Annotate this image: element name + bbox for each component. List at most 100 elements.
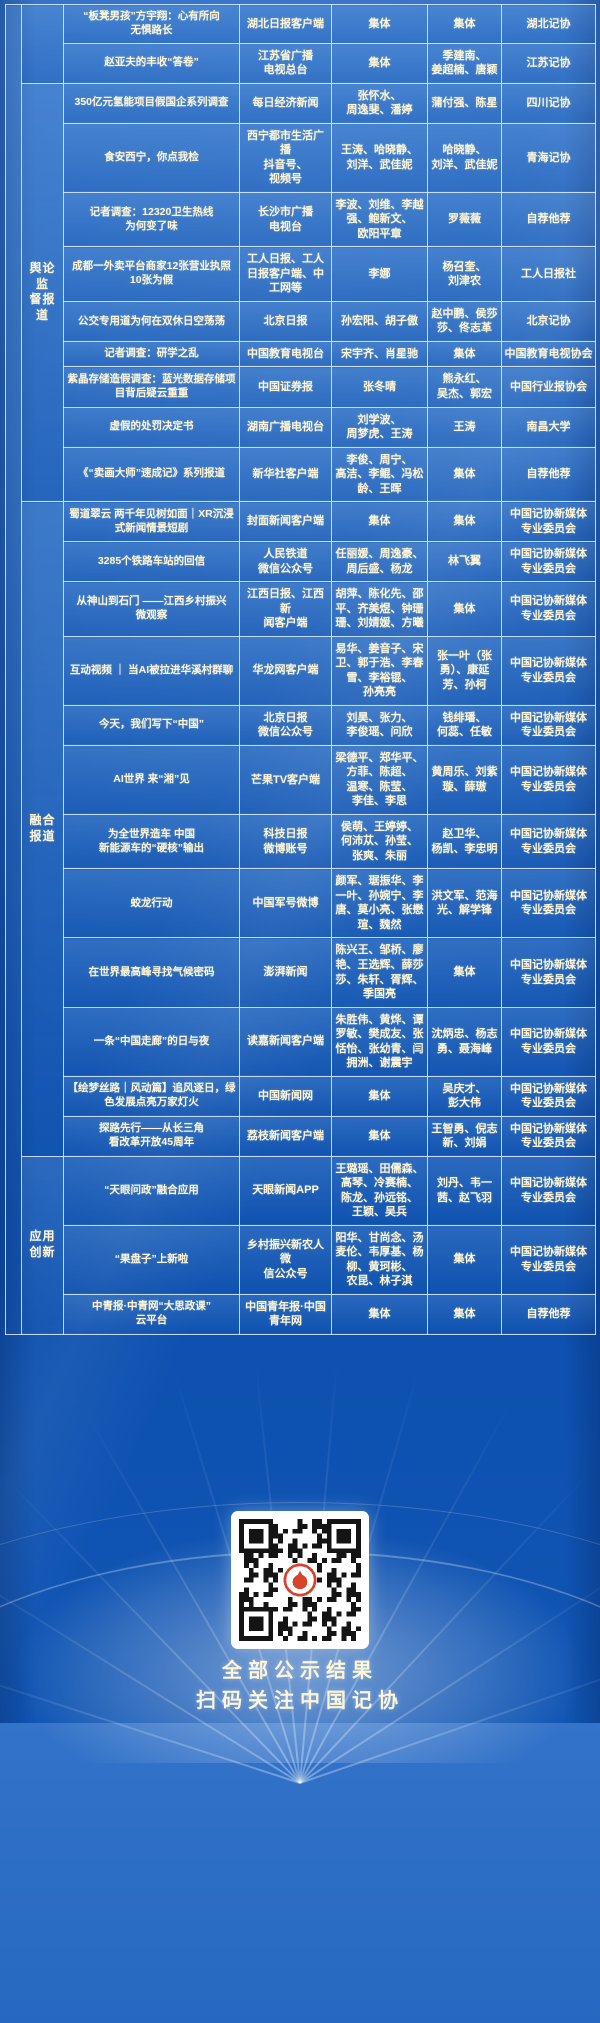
title-cell: 记者调查：研学之乱 bbox=[63, 340, 240, 368]
authors-cell: 任丽媛、周逸豪、 周后盛、杨龙 bbox=[331, 541, 428, 583]
org-cell: 工人日报、工人 日报客户端、中 工网等 bbox=[239, 246, 332, 302]
editors-cell: 王智勇、倪志 新、刘娟 bbox=[427, 1115, 502, 1157]
org-cell: 长沙市广播 电视台 bbox=[239, 191, 332, 248]
authors-cell: 侯萌、王婷婷、 何沛苁、孙莹、 张爽、朱丽 bbox=[331, 813, 428, 870]
table-row: 今天，我们写下“中国” 北京日报 微信公众号 刘昊、张力、 李俊瑶、问欣 钱绯璠、 何… bbox=[6, 704, 596, 746]
authors-cell: 集体 bbox=[331, 4, 428, 44]
title-cell: 赵亚夫的丰收“答卷” bbox=[63, 42, 240, 84]
title-cell: 3285个铁路车站的回信 bbox=[63, 541, 240, 583]
editors-cell: 黄周乐、刘紫 璇、薛璈 bbox=[427, 744, 502, 815]
qr-code bbox=[231, 1511, 369, 1649]
org-cell: 乡村振兴新农人微 信公众号 bbox=[239, 1224, 332, 1295]
org-cell: 中国证券报 bbox=[239, 366, 332, 408]
authors-cell: 王璐瑶、田儒森、 高琴、冷赛楠、 陈龙、孙远铭、 王颖、吴兵 bbox=[331, 1155, 428, 1226]
org-cell: 北京日报 bbox=[239, 300, 332, 342]
org-cell: 科技日报 微博账号 bbox=[239, 813, 332, 870]
org-cell: 江苏省广播 电视总台 bbox=[239, 42, 332, 84]
org-cell: 中国青年报·中国 青年网 bbox=[239, 1293, 332, 1335]
recommender-cell: 中国记协新媒体 专业委员会 bbox=[501, 1155, 596, 1226]
table-row: 蛟龙行动 中国军号微博 颜军、琚振华、李 一叶、孙婉宁、李 唐、莫小亮、张懋 瑄、魏… bbox=[6, 868, 596, 939]
org-cell: 西宁都市生活广播 抖音号、 视频号 bbox=[239, 122, 332, 193]
recommender-cell: 中国记协新媒体 专业委员会 bbox=[501, 1224, 596, 1295]
recommender-cell: 中国记协新媒体 专业委员会 bbox=[501, 501, 596, 543]
authors-cell: 李娜 bbox=[331, 246, 428, 302]
recommender-cell: 中国记协新媒体 专业委员会 bbox=[501, 704, 596, 746]
table-row: 从神山到石门 ——江西乡村振兴 微观察 江西日报、江西新 闻客户端 胡萍、陈化先、邵… bbox=[6, 581, 596, 637]
table-row: 成都一外卖平台商家12张营业执照 10张为假 工人日报、工人 日报客户端、中 工网… bbox=[6, 246, 596, 302]
org-cell: 芒果TV客户端 bbox=[239, 744, 332, 815]
editors-cell: 林飞翼 bbox=[427, 541, 502, 583]
title-cell: 互动视频 ｜ 当AI被拉进华溪村群聊 bbox=[63, 635, 240, 706]
editors-cell: 钱绯璠、 何蕊、任敏 bbox=[427, 704, 502, 746]
table-row: 记者调查：研学之乱 中国教育电视台 宋宇齐、肖星驰 集体 中国教育电视协会 bbox=[6, 340, 596, 368]
editors-cell: 罗薇薇 bbox=[427, 191, 502, 248]
org-cell: 江西日报、江西新 闻客户端 bbox=[239, 581, 332, 637]
editors-cell: 赵中鹏、侯莎 莎、佟志革 bbox=[427, 300, 502, 342]
editors-cell: 集体 bbox=[427, 446, 502, 503]
table-row: AI世界 来“湘”见 芒果TV客户端 梁德平、郑华平、 方菲、陈超、 温寒、陈莹、 … bbox=[6, 744, 596, 815]
recommender-cell: 中国记协新媒体 专业委员会 bbox=[501, 1115, 596, 1157]
recommender-cell: 中国教育电视协会 bbox=[501, 340, 596, 368]
editors-cell: 吴庆才、 彭大伟 bbox=[427, 1075, 502, 1117]
recommender-cell: 中国记协新媒体 专业委员会 bbox=[501, 868, 596, 939]
org-cell: 湖北日报客户端 bbox=[239, 4, 332, 44]
authors-cell: 刘学波、 周梦虎、王涛 bbox=[331, 406, 428, 448]
category-cell bbox=[21, 4, 64, 84]
title-cell: 为全世界造车 中国 新能源车的“硬核”输出 bbox=[63, 813, 240, 870]
org-cell: 澎湃新闻 bbox=[239, 937, 332, 1008]
authors-cell: 集体 bbox=[331, 501, 428, 543]
authors-cell: 集体 bbox=[331, 1115, 428, 1157]
title-cell: 虚假的处罚决定书 bbox=[63, 406, 240, 448]
editors-cell: 集体 bbox=[427, 1224, 502, 1295]
recommender-cell: 中国记协新媒体 专业委员会 bbox=[501, 937, 596, 1008]
authors-cell: 集体 bbox=[331, 42, 428, 84]
recommender-cell: 自荐他荐 bbox=[501, 191, 596, 248]
table-row: 赵亚夫的丰收“答卷” 江苏省广播 电视总台 集体 季建南、 姜超楠、唐颖 江苏记协 bbox=[6, 42, 596, 84]
award-table-body: “板凳男孩”方宇翔：心有所向 无惧路长 湖北日报客户端 集体 集体 湖北记协 赵亚夫的丰收… bbox=[5, 4, 596, 1335]
title-cell: 公交专用道为何在双休日空荡荡 bbox=[63, 300, 240, 342]
table-row: 【绘梦丝路｜风动篇】追风逐日，绿 色发展点亮万家灯火 中国新闻网 集体 吴庆才、 彭大… bbox=[6, 1075, 596, 1117]
left-spacer-column bbox=[5, 4, 22, 1335]
title-cell: 蜀道翠云 两千年见树如面｜XR沉浸 式新闻情景短剧 bbox=[63, 501, 240, 543]
table-row: 应用 创新 “天眼问政”融合应用 天眼新闻APP 王璐瑶、田儒森、 高琴、冷赛楠、 陈… bbox=[6, 1155, 596, 1335]
authors-cell: 王涛、哈晓静、 刘洋、武佳妮 bbox=[331, 122, 428, 193]
title-cell: 成都一外卖平台商家12张营业执照 10张为假 bbox=[63, 246, 240, 302]
editors-cell: 熊永红、 吴杰、郭宏 bbox=[427, 366, 502, 408]
table-row: 记者调查：12320卫生热线 为何变了味 长沙市广播 电视台 李波、刘维、李越 强、… bbox=[6, 191, 596, 248]
table-row: 中青报·中青网“大思政课” 云平台 中国青年报·中国 青年网 集体 集体 自荐他荐 bbox=[6, 1293, 596, 1335]
editors-cell: 集体 bbox=[427, 340, 502, 368]
title-cell: “板凳男孩”方宇翔：心有所向 无惧路长 bbox=[63, 4, 240, 44]
recommender-cell: 中国记协新媒体 专业委员会 bbox=[501, 744, 596, 815]
recommender-cell: 四川记协 bbox=[501, 82, 596, 124]
editors-cell: 集体 bbox=[427, 501, 502, 543]
title-cell: 一条“中国走廊”的日与夜 bbox=[63, 1006, 240, 1077]
recommender-cell: 中国记协新媒体 专业委员会 bbox=[501, 635, 596, 706]
table-row: 互动视频 ｜ 当AI被拉进华溪村群聊 华龙网客户端 易华、姜音子、宋 卫、郭于浩、李… bbox=[6, 635, 596, 706]
award-table: “板凳男孩”方宇翔：心有所向 无惧路长 湖北日报客户端 集体 集体 湖北记协 赵亚夫的丰收… bbox=[5, 4, 596, 1335]
authors-cell: 刘昊、张力、 李俊瑶、问欣 bbox=[331, 704, 428, 746]
table-row: 为全世界造车 中国 新能源车的“硬核”输出 科技日报 微博账号 侯萌、王婷婷、 何沛… bbox=[6, 813, 596, 870]
editors-cell: 哈晓静、 刘洋、武佳妮 bbox=[427, 122, 502, 193]
editors-cell: 集体 bbox=[427, 581, 502, 637]
editors-cell: 洪文军、范海 光、解学锋 bbox=[427, 868, 502, 939]
recommender-cell: 中国记协新媒体 专业委员会 bbox=[501, 581, 596, 637]
authors-cell: 孙宏阳、胡子傲 bbox=[331, 300, 428, 342]
org-cell: 读嘉新闻客户端 bbox=[239, 1006, 332, 1077]
table-row: “板凳男孩”方宇翔：心有所向 无惧路长 湖北日报客户端 集体 集体 湖北记协 bbox=[5, 4, 596, 1335]
table-row: 一条“中国走廊”的日与夜 读嘉新闻客户端 朱胜伟、黄烨、谭 罗敏、樊成友、张 恬怡、… bbox=[6, 1006, 596, 1077]
title-cell: 中青报·中青网“大思政课” 云平台 bbox=[63, 1293, 240, 1335]
table-row: 3285个铁路车站的回信 人民铁道 微信公众号 任丽媛、周逸豪、 周后盛、杨龙 林飞翼… bbox=[6, 541, 596, 583]
authors-cell: 集体 bbox=[331, 1075, 428, 1117]
recommender-cell: 中国记协新媒体 专业委员会 bbox=[501, 813, 596, 870]
recommender-cell: 自荐他荐 bbox=[501, 1293, 596, 1335]
authors-cell: 张怀水、 周逸斐、潘婷 bbox=[331, 82, 428, 124]
title-cell: 《“卖画大师”速成记》系列报道 bbox=[63, 446, 240, 503]
authors-cell: 宋宇齐、肖星驰 bbox=[331, 340, 428, 368]
category-cell: 融合 报道 bbox=[21, 501, 64, 1157]
table-row: 食安西宁，你点我检 西宁都市生活广播 抖音号、 视频号 王涛、哈晓静、 刘洋、武佳妮… bbox=[6, 122, 596, 193]
authors-cell: 阳华、甘尚念、汤 麦伦、韦厚基、杨 柳、黄珂彬、 农昆、林子淇 bbox=[331, 1224, 428, 1295]
editors-cell: 赵卫华、 杨凯、李忠明 bbox=[427, 813, 502, 870]
title-cell: 紫晶存储造假调查：蓝光数据存储项 目背后疑云重重 bbox=[63, 366, 240, 408]
org-cell: 封面新闻客户端 bbox=[239, 501, 332, 543]
recommender-cell: 青海记协 bbox=[501, 122, 596, 193]
